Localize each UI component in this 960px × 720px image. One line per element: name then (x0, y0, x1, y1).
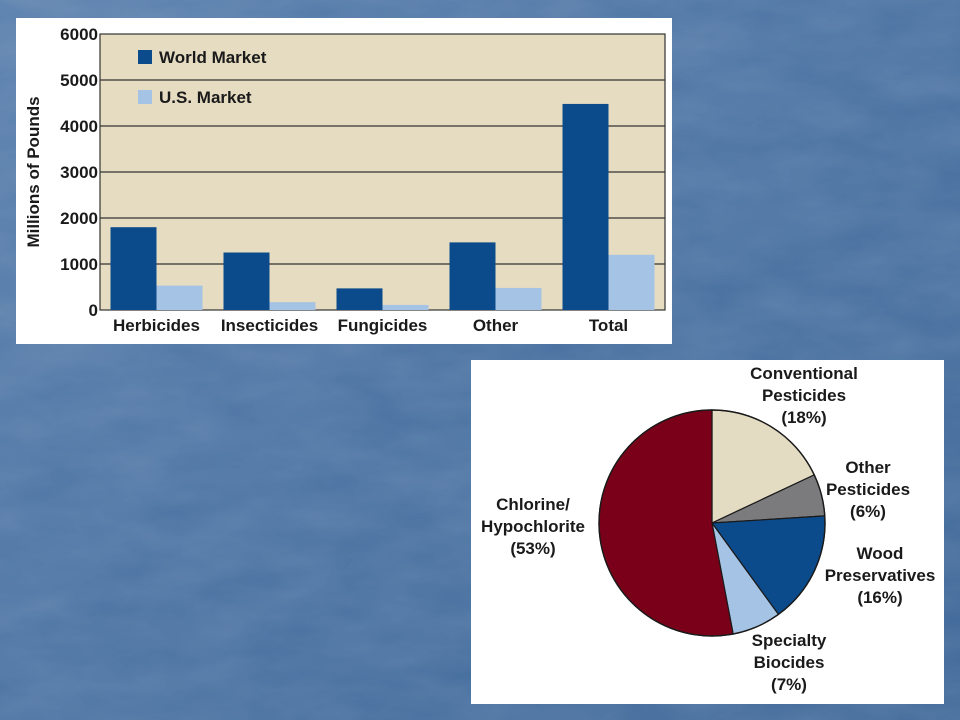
legend-label: World Market (159, 48, 267, 67)
bar-world-insecticides (223, 252, 270, 310)
y-tick-label: 1000 (60, 255, 98, 274)
pie-slice-label: Specialty Biocides (7%) (752, 631, 827, 694)
pie-chart: Conventional Pesticides (18%) Other Pesticid… (481, 364, 936, 694)
y-axis-label: Millions of Pounds (24, 96, 43, 247)
y-tick-label: 0 (89, 301, 98, 320)
y-tick-label: 5000 (60, 71, 98, 90)
pie-chart-panel: Conventional Pesticides (18%) Other Pesticid… (471, 360, 944, 704)
bar-chart: 0 1000 2000 3000 4000 5000 6000 Herbicides Inse… (24, 25, 666, 335)
bar-chart-panel: 0 1000 2000 3000 4000 5000 6000 Herbicides Inse… (16, 18, 672, 344)
bar-world-fungicides (336, 288, 383, 310)
legend-label: U.S. Market (159, 88, 252, 107)
bar-us-herbicides (156, 285, 203, 310)
bar-us-fungicides (382, 304, 429, 310)
y-tick-label: 6000 (60, 25, 98, 44)
legend-swatch (138, 50, 152, 64)
bar-us-other (495, 287, 542, 310)
bar-us-insecticides (269, 302, 316, 310)
bar-world-herbicides (110, 227, 157, 310)
pie-slice-label: Wood Preservatives (16%) (825, 544, 936, 607)
y-tick-label: 2000 (60, 209, 98, 228)
pie-slice-label: Conventional Pesticides (18%) (750, 364, 858, 427)
pie-outline (598, 409, 826, 637)
bar-us-total (608, 254, 655, 310)
legend-swatch (138, 90, 152, 104)
y-tick-label: 4000 (60, 117, 98, 136)
x-tick-label: Other (473, 316, 519, 335)
pie-slice-label: Other Pesticides (6%) (826, 458, 910, 521)
bar-world-total (562, 103, 609, 310)
x-tick-label: Herbicides (113, 316, 200, 335)
y-tick-label: 3000 (60, 163, 98, 182)
x-tick-label: Insecticides (221, 316, 318, 335)
pie-slice-label: Chlorine/Hypochlorite (53%) (481, 495, 585, 558)
x-tick-label: Total (589, 316, 628, 335)
bar-world-other (449, 242, 496, 310)
x-tick-label: Fungicides (338, 316, 428, 335)
